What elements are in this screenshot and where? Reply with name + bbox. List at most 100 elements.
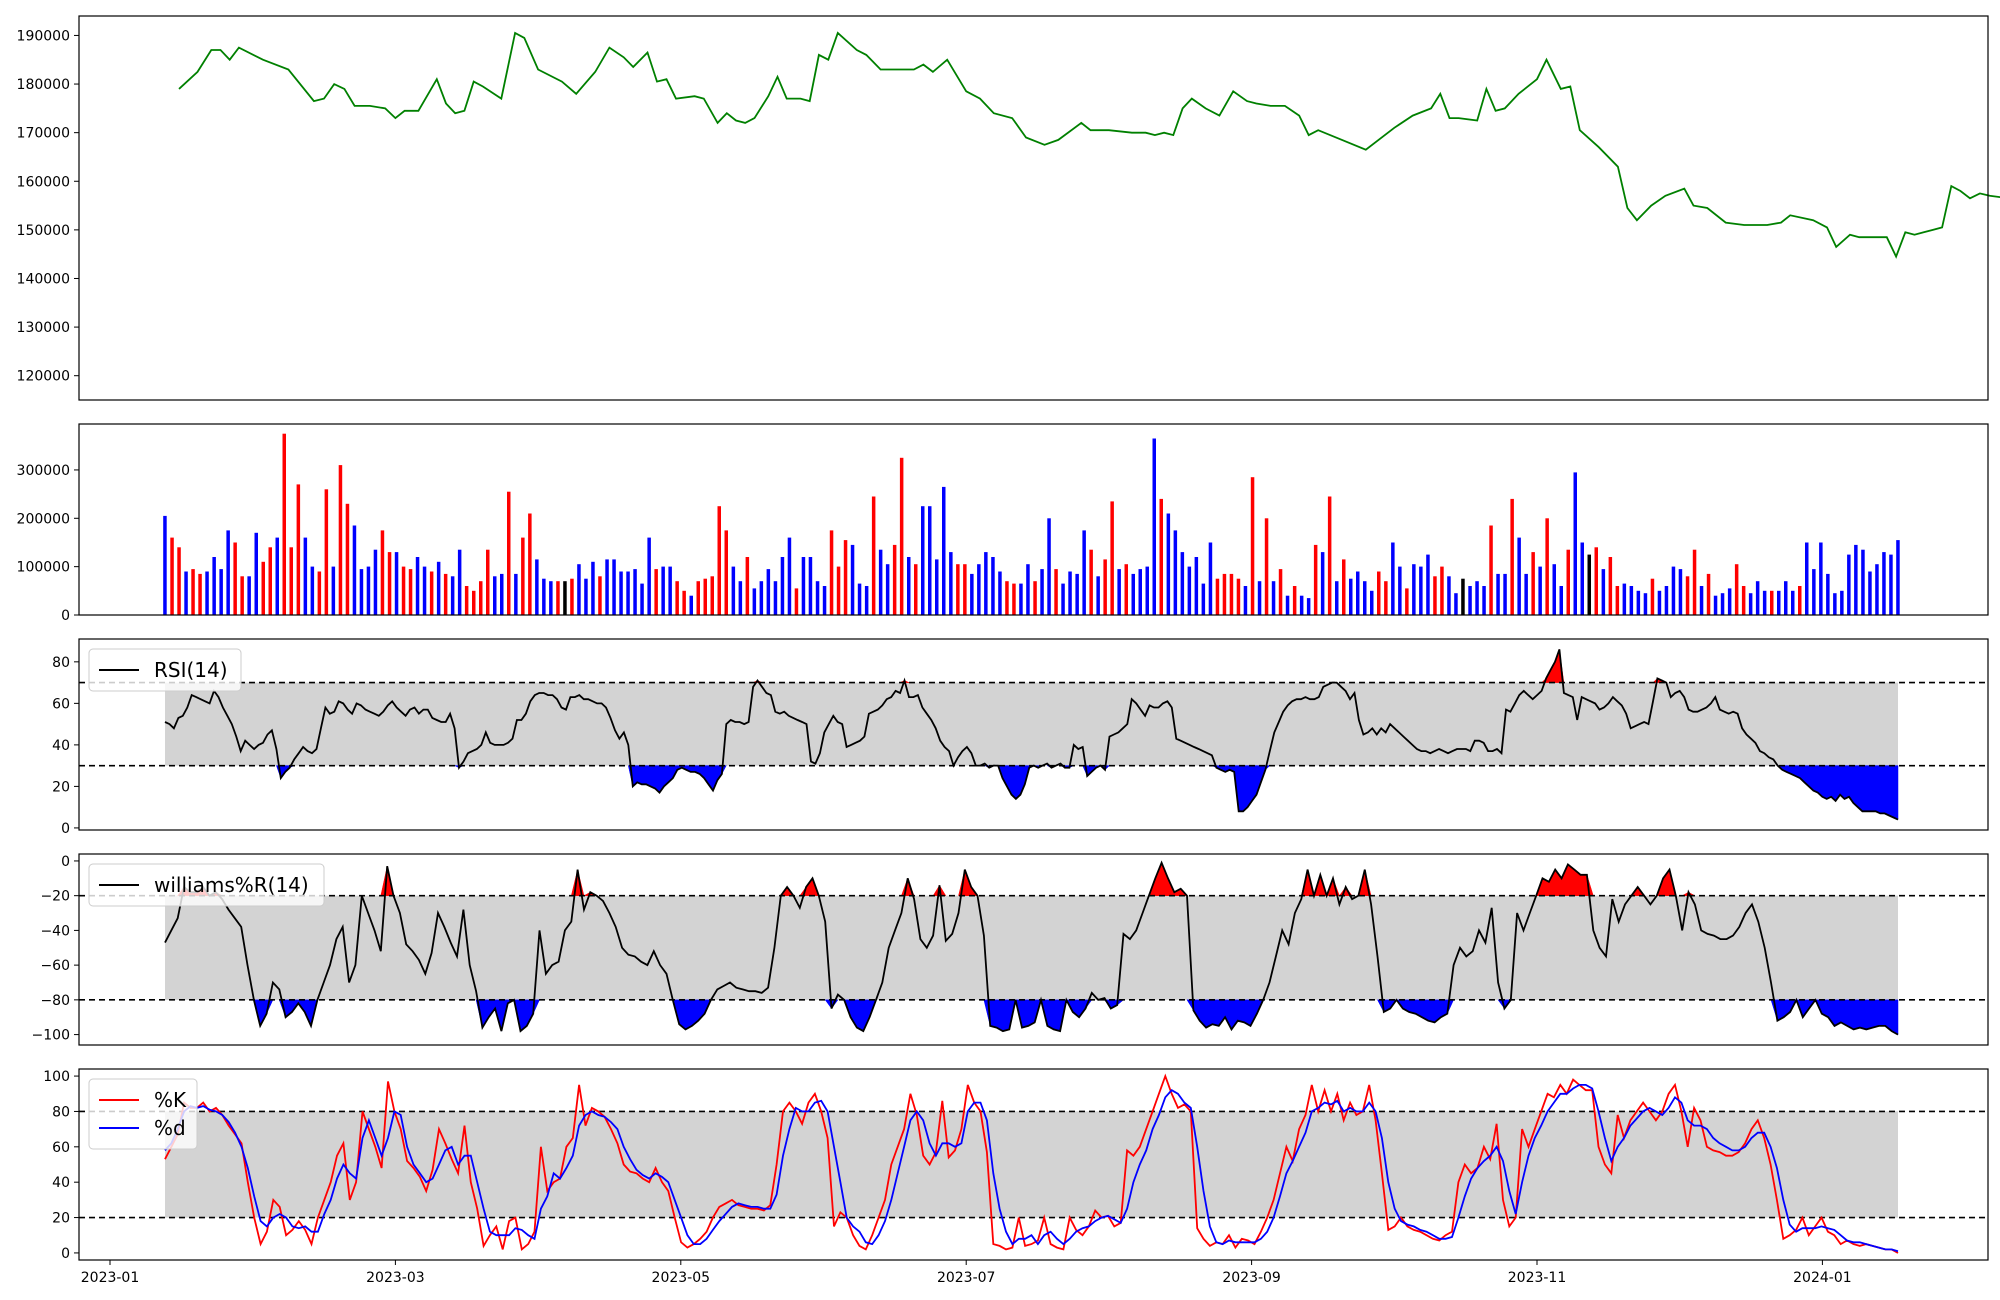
volume-bar: [752, 588, 757, 615]
volume-bar: [1292, 586, 1297, 615]
volume-bar: [556, 581, 560, 615]
series-line: [164, 860, 1899, 1036]
volume-bar: [1762, 590, 1767, 615]
y-tick-label: 60: [52, 696, 70, 712]
volume-bar: [998, 571, 1002, 615]
volume-bar: [472, 590, 476, 615]
volume-bar: [829, 530, 834, 615]
volume-bar: [275, 537, 279, 615]
volume-bar: [1777, 590, 1781, 615]
volume-bar: [977, 564, 981, 615]
volume-bar: [1699, 586, 1704, 615]
volume-bar: [1243, 586, 1248, 615]
volume-bar: [289, 547, 293, 615]
volume-bar: [864, 586, 869, 615]
volume-bar: [549, 581, 553, 615]
volume-bar: [1531, 552, 1535, 615]
volume-bar: [198, 573, 202, 615]
volume-bar: [1391, 542, 1395, 615]
volume-bar: [780, 557, 785, 615]
axes-frame: [78, 15, 1989, 401]
volume-bar: [1643, 593, 1648, 615]
volume-bar: [493, 576, 497, 615]
volume-bar: [184, 571, 188, 615]
rsi-panel: 0 20 40 60 80 RSI(14): [52, 638, 1989, 837]
volume-bar: [170, 537, 174, 615]
volume-bar: [1117, 569, 1121, 615]
volume-bar: [619, 571, 623, 615]
volume-bar: [1398, 566, 1402, 615]
volume-bar: [1896, 540, 1900, 615]
volume-bar: [479, 581, 483, 615]
volume-bar: [163, 515, 167, 615]
volume-bar: [1594, 547, 1598, 615]
legend-label: %K: [154, 1088, 187, 1112]
volume-bar: [1805, 542, 1809, 615]
volume-bar: [1356, 571, 1360, 615]
legend-box: [88, 863, 325, 907]
volume-bar: [1517, 537, 1521, 615]
y-tick-label: 20: [52, 1211, 70, 1227]
legend-label: %d: [154, 1116, 186, 1140]
volume-bar: [233, 542, 237, 615]
neutral-band: [165, 895, 1898, 1000]
volume-bar: [1524, 573, 1528, 615]
volume-bar: [1868, 571, 1872, 615]
volume-bar: [1075, 573, 1079, 615]
volume-bar: [1798, 586, 1802, 615]
y-tick-label: 130000: [17, 320, 70, 336]
volume-bar: [310, 566, 315, 615]
volume-bar: [675, 581, 679, 615]
axes-frame: [78, 638, 1989, 831]
volume-bar: [1755, 581, 1760, 615]
volume-bar: [766, 569, 771, 615]
y-tick-label: 100: [43, 1069, 70, 1085]
volume-bar: [1657, 590, 1662, 615]
volume-bar: [191, 569, 195, 615]
volume-bar: [1489, 525, 1493, 615]
volume-bar: [1054, 569, 1058, 615]
y-tick-label: −80: [40, 993, 70, 1009]
volume-bar: [640, 583, 644, 615]
volume-bar: [822, 586, 827, 615]
volume-bar: [928, 506, 932, 615]
volume-bar: [1236, 578, 1241, 615]
volume-bar: [1229, 573, 1234, 615]
volume-bar: [1791, 590, 1795, 615]
volume-bar: [963, 564, 967, 615]
volume-bar: [1138, 569, 1142, 615]
volume-bar: [1110, 501, 1114, 615]
series-line: [164, 1073, 1899, 1254]
y-tick-label: 80: [52, 655, 70, 671]
volume-bar: [1005, 581, 1009, 615]
volume-bar: [1306, 598, 1311, 615]
volume-bar: [1875, 564, 1879, 615]
volume-bar: [1250, 477, 1255, 615]
y-tick-label: 300000: [17, 463, 70, 479]
volume-bar: [759, 581, 764, 615]
volume-bar: [1503, 573, 1507, 615]
volume-bar: [1727, 588, 1732, 615]
volume-bar: [1426, 554, 1430, 615]
series-line: [164, 1084, 1899, 1253]
y-tick-label: 40: [52, 738, 70, 754]
y-tick-label: 170000: [17, 126, 70, 142]
volume-bar: [443, 573, 448, 615]
volume-bar: [247, 576, 251, 615]
volume-bar: [1222, 573, 1227, 615]
volume-bar: [542, 578, 546, 615]
volume-bar: [654, 569, 658, 615]
volume-bar: [1608, 557, 1613, 615]
volume-bar: [303, 537, 308, 615]
volume-bar: [1440, 566, 1444, 615]
volume-bar: [1145, 566, 1149, 615]
volume-bar: [605, 559, 609, 615]
volume-bar: [1629, 586, 1634, 615]
x-tick-label: 2023-07: [937, 1270, 996, 1286]
volume-bar: [1748, 593, 1753, 615]
volume-bar: [1159, 498, 1163, 615]
volume-bar: [1734, 564, 1739, 615]
volume-bar: [612, 559, 616, 615]
volume-bar: [226, 530, 230, 615]
volume-bar: [1461, 578, 1465, 615]
